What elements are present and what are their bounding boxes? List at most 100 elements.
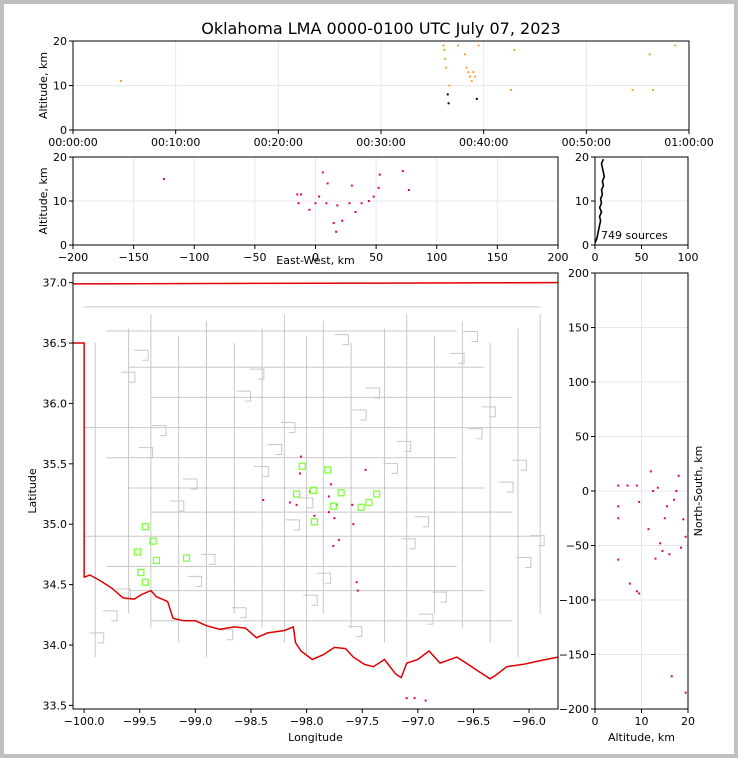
ew-altitude-point (341, 219, 344, 222)
county-line (187, 575, 203, 587)
ns-x-tick-label: 10 (635, 715, 649, 728)
ew-altitude-point (325, 202, 328, 205)
time-altitude-point (474, 75, 477, 78)
county-line (334, 334, 349, 346)
altitude-ns-point (617, 505, 620, 508)
time-x-tick-label: 00:10:00 (151, 136, 200, 149)
lma-station-marker (309, 486, 317, 495)
ew-altitude-point (354, 211, 357, 213)
time-altitude-point (119, 80, 122, 83)
lma-station-marker (329, 502, 337, 510)
county-line (396, 440, 412, 452)
altitude-ns-point (638, 592, 641, 595)
ew-altitude-point (299, 193, 302, 196)
lon-tick-label: −99.5 (123, 715, 157, 728)
county-line (249, 368, 265, 380)
lightning-source-point (356, 589, 359, 592)
lma-station-marker (298, 462, 306, 470)
lightning-source-point (300, 455, 303, 458)
county-lines (84, 306, 545, 658)
altitude-ns-point (628, 582, 631, 585)
ew-altitude-point (296, 193, 299, 196)
lightning-source-point (413, 697, 416, 700)
lma-station-marker (141, 578, 149, 586)
lon-tick-label: −97.5 (345, 715, 379, 728)
lma-station-marker (292, 490, 301, 498)
time-y-tick-label: 10 (53, 80, 67, 93)
altitude-ns-point (617, 484, 620, 487)
county-line (232, 607, 247, 619)
lma-station-marker (149, 537, 157, 545)
time-x-tick-label: 00:30:00 (356, 136, 405, 149)
ew-x-tick-label: 0 (312, 251, 319, 264)
time-altitude-point (465, 66, 468, 69)
time-x-tick-label: 01:00:00 (664, 136, 713, 149)
county-line (481, 406, 496, 418)
lon-tick-label: −98.0 (290, 715, 324, 728)
ns-y-tick-label: 200 (568, 267, 589, 280)
figure-frame: Oklahoma LMA 0000-0100 UTC July 07, 2023… (4, 4, 734, 754)
altitude-ns-point (663, 517, 666, 520)
altitude-ns-point (617, 517, 620, 520)
ns-y-tick-label: −100 (559, 594, 589, 607)
lightning-source-point (424, 699, 427, 702)
county-line (218, 629, 234, 641)
lightning-source-point (298, 472, 301, 475)
lat-tick-label: 36.0 (43, 397, 68, 410)
lon-tick-label: −96.5 (457, 715, 491, 728)
altitude-ns-point (677, 474, 680, 477)
county-line (499, 481, 514, 493)
hist-x-tick-label: 0 (592, 251, 599, 264)
county-line (365, 387, 381, 399)
lon-tick-label: −100.0 (64, 715, 105, 728)
time-altitude-point (513, 48, 516, 51)
altitude-ns-point (684, 691, 687, 694)
plan-view-xlabel: Longitude (288, 731, 343, 744)
time-altitude-point (648, 53, 651, 56)
county-line (418, 613, 434, 625)
altitude-ns-point (673, 498, 676, 501)
altitude-ns-point (654, 557, 657, 560)
lma-station-marker (137, 568, 145, 577)
lma-station-marker (357, 503, 365, 511)
altitude-ns-xlabel: Altitude, km (608, 731, 675, 744)
ns-y-tick-label: 0 (582, 485, 589, 498)
county-line (285, 519, 300, 531)
ew-x-tick-label: −200 (58, 251, 88, 264)
lightning-source-point (405, 697, 408, 700)
altitude-ns-point (682, 518, 685, 521)
county-line (512, 459, 527, 471)
time-y-tick-label: 20 (53, 35, 67, 48)
ew-x-tick-label: −100 (179, 251, 209, 264)
time-altitude-point (467, 71, 470, 74)
ew-altitude-point (372, 195, 375, 198)
ew-altitude-ylabel: Altitude, km (37, 167, 50, 234)
lma-station-marker (182, 554, 191, 562)
lma-station-marker (337, 489, 345, 497)
ew-altitude-point (348, 202, 351, 205)
ew-altitude-point (297, 202, 300, 205)
altitude-ns-point (656, 486, 659, 489)
lma-station-marker (373, 490, 381, 498)
ew-x-tick-label: 50 (369, 251, 383, 264)
altitude-ns-point (647, 528, 650, 531)
lat-tick-label: 34.0 (43, 639, 68, 652)
county-line (316, 572, 332, 584)
ew-x-tick-label: 150 (487, 251, 508, 264)
state-border-west (73, 342, 85, 578)
hist-x-tick-label: 100 (678, 251, 699, 264)
time-x-tick-label: 00:40:00 (459, 136, 508, 149)
lma-station-marker (152, 556, 161, 565)
ew-altitude-point (314, 202, 317, 205)
time-x-tick-label: 00:00:00 (48, 136, 97, 149)
county-line (352, 409, 367, 421)
lma-station-marker (310, 518, 319, 526)
time-altitude-point (631, 88, 634, 91)
ns-x-tick-label: 20 (681, 715, 695, 728)
time-altitude-point (468, 75, 471, 78)
ew-altitude-point (367, 200, 370, 202)
time-x-tick-label: 00:50:00 (562, 136, 611, 149)
lat-tick-label: 37.0 (43, 277, 68, 290)
plan-view-frame (72, 272, 559, 710)
lightning-source-point (332, 544, 335, 547)
